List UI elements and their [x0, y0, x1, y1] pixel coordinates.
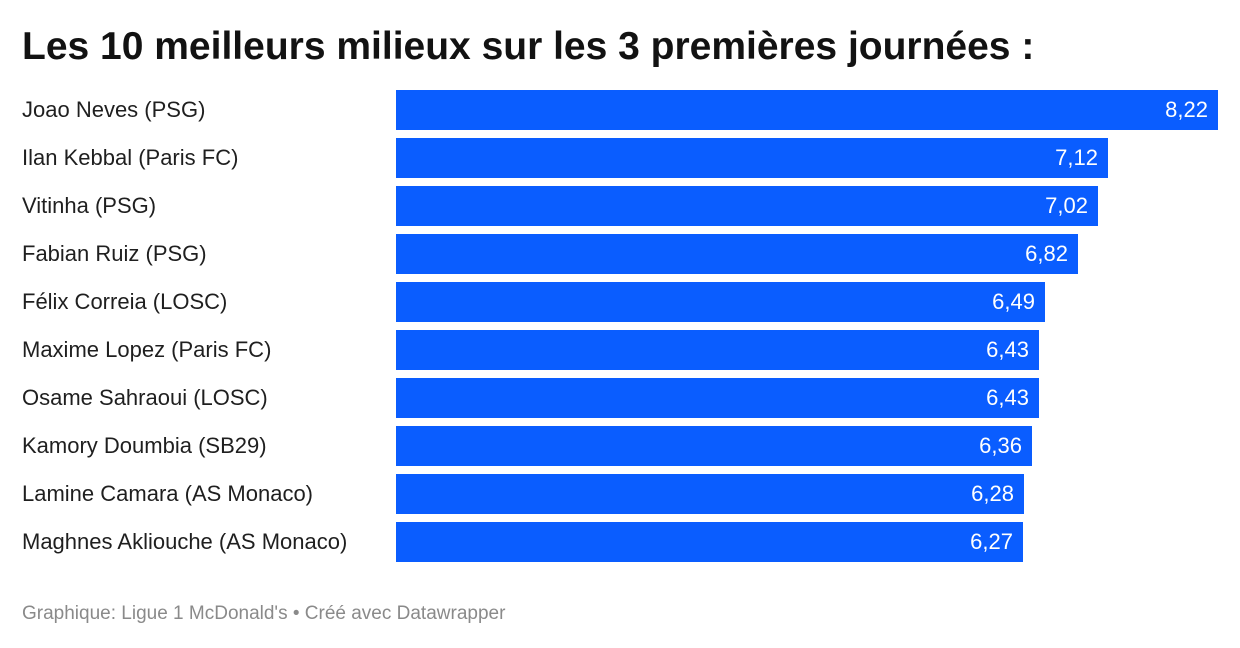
- bar: 7,12: [396, 138, 1108, 178]
- bar: 8,22: [396, 90, 1218, 130]
- bar: 6,49: [396, 282, 1045, 322]
- bar-row: Fabian Ruiz (PSG) 6,82: [0, 234, 1240, 274]
- bar-value-label: 6,27: [970, 529, 1013, 554]
- bar-row: Lamine Camara (AS Monaco) 6,28: [0, 474, 1240, 514]
- bar: 6,43: [396, 378, 1039, 418]
- chart-title: Les 10 meilleurs milieux sur les 3 premi…: [22, 25, 1035, 68]
- category-label: Maghnes Akliouche (AS Monaco): [22, 529, 348, 554]
- bar: 6,43: [396, 330, 1039, 370]
- bar-value-label: 6,82: [1025, 241, 1068, 266]
- chart-source-note: Graphique: Ligue 1 McDonald's • Créé ave…: [22, 603, 506, 624]
- bar-row: Maxime Lopez (Paris FC) 6,43: [0, 330, 1240, 370]
- bar-row: Vitinha (PSG) 7,02: [0, 186, 1240, 226]
- category-label: Fabian Ruiz (PSG): [22, 241, 207, 266]
- bar-value-label: 6,49: [992, 289, 1035, 314]
- bar-chart: Joao Neves (PSG) 8,22 Ilan Kebbal (Paris F…: [0, 90, 1240, 570]
- category-label: Vitinha (PSG): [22, 193, 157, 218]
- category-label: Ilan Kebbal (Paris FC): [22, 145, 239, 170]
- bar-row: Ilan Kebbal (Paris FC) 7,12: [0, 138, 1240, 178]
- category-label: Lamine Camara (AS Monaco): [22, 481, 314, 506]
- bar-value-label: 6,43: [986, 385, 1029, 410]
- category-label: Félix Correia (LOSC): [22, 289, 228, 314]
- category-label: Osame Sahraoui (LOSC): [22, 385, 268, 410]
- bar-value-label: 6,28: [971, 481, 1014, 506]
- bar: 6,82: [396, 234, 1078, 274]
- category-label: Maxime Lopez (Paris FC): [22, 337, 272, 362]
- bar: 6,36: [396, 426, 1032, 466]
- bar: 6,28: [396, 474, 1024, 514]
- bar: 6,27: [396, 522, 1023, 562]
- category-label: Kamory Doumbia (SB29): [22, 433, 267, 458]
- bar-value-label: 7,12: [1055, 145, 1098, 170]
- bar-value-label: 6,43: [986, 337, 1029, 362]
- bar-row: Félix Correia (LOSC) 6,49: [0, 282, 1240, 322]
- category-label: Joao Neves (PSG): [22, 97, 206, 122]
- bar-row: Maghnes Akliouche (AS Monaco) 6,27: [0, 522, 1240, 562]
- bar-value-label: 6,36: [979, 433, 1022, 458]
- bar-value-label: 7,02: [1045, 193, 1088, 218]
- bar-row: Kamory Doumbia (SB29) 6,36: [0, 426, 1240, 466]
- bar-value-label: 8,22: [1165, 97, 1208, 122]
- bar-row: Joao Neves (PSG) 8,22: [0, 90, 1240, 130]
- bar: 7,02: [396, 186, 1098, 226]
- bar-row: Osame Sahraoui (LOSC) 6,43: [0, 378, 1240, 418]
